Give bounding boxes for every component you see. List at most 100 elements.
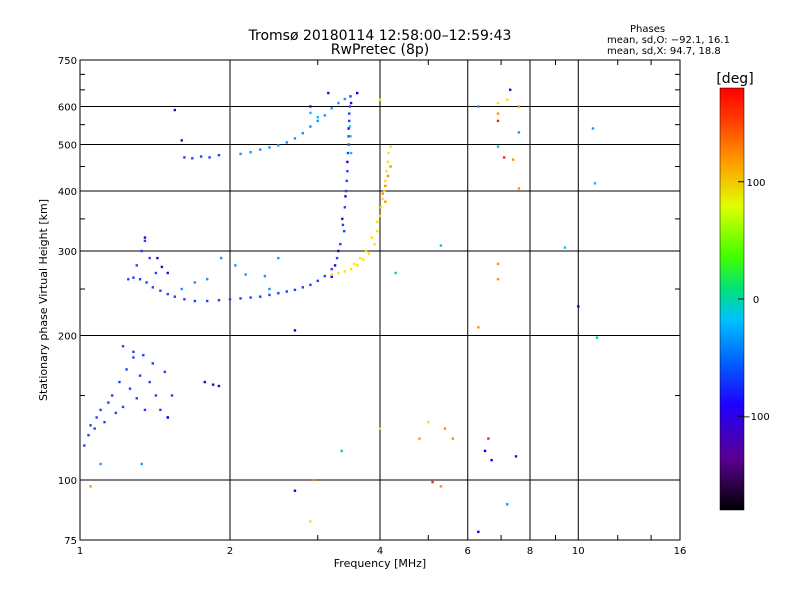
data-point <box>93 427 96 430</box>
data-point <box>341 223 345 227</box>
data-point <box>268 293 271 297</box>
plot-frame <box>79 59 681 541</box>
data-point <box>342 229 346 233</box>
data-point <box>496 119 500 123</box>
data-point <box>173 295 177 298</box>
data-point <box>373 242 376 246</box>
data-point <box>143 239 147 243</box>
data-point <box>154 271 158 275</box>
data-point <box>352 262 356 266</box>
data-point <box>208 156 211 159</box>
data-point <box>107 401 110 404</box>
data-point <box>367 252 371 256</box>
data-point <box>277 256 280 260</box>
data-point <box>293 329 297 332</box>
data-point <box>203 380 206 384</box>
data-point <box>217 298 221 302</box>
data-point <box>148 256 151 260</box>
data-point <box>517 105 521 108</box>
data-point <box>418 437 421 440</box>
data-point <box>121 405 125 409</box>
data-point <box>591 127 595 130</box>
x-tick-label: 16 <box>674 546 687 557</box>
data-point <box>327 91 330 95</box>
data-point <box>337 101 340 105</box>
colorbar-tick-label: 100 <box>746 178 765 189</box>
data-point <box>346 151 350 155</box>
data-point <box>180 139 183 142</box>
data-point <box>293 137 297 140</box>
data-point <box>389 165 392 168</box>
data-point <box>293 489 297 492</box>
data-point <box>316 279 319 283</box>
data-point <box>330 107 333 110</box>
y-tick-label: 400 <box>58 187 77 198</box>
data-point <box>386 160 390 164</box>
data-point <box>151 362 155 365</box>
data-point <box>99 462 102 466</box>
data-point <box>577 305 580 308</box>
data-point <box>355 91 359 95</box>
y-tick-label: 300 <box>58 247 77 258</box>
x-tick-label: 10 <box>572 546 585 557</box>
x-axis-label: Frequency [MHz] <box>334 557 426 570</box>
data-point <box>347 135 350 138</box>
data-point <box>173 108 177 112</box>
data-point <box>156 256 159 260</box>
data-point <box>394 271 397 275</box>
data-point <box>340 449 343 453</box>
data-point <box>259 148 262 151</box>
data-point <box>349 95 352 98</box>
data-point <box>249 296 252 299</box>
data-points <box>83 88 599 534</box>
data-point <box>132 356 135 359</box>
data-point <box>323 274 327 278</box>
data-point <box>89 485 92 488</box>
data-point <box>358 256 362 260</box>
data-point <box>349 151 353 155</box>
x-tick-label: 4 <box>377 546 383 557</box>
data-point <box>345 179 348 183</box>
data-point <box>249 150 252 154</box>
data-point <box>125 368 128 371</box>
data-point <box>154 394 158 397</box>
data-point <box>166 271 169 275</box>
data-point <box>364 249 368 253</box>
data-point <box>228 298 232 301</box>
data-point <box>339 242 342 246</box>
data-point <box>170 394 174 397</box>
data-point <box>143 236 147 239</box>
data-point <box>193 281 197 284</box>
data-point <box>309 520 312 523</box>
data-point <box>239 297 242 300</box>
data-point <box>383 189 386 193</box>
data-point <box>595 336 599 339</box>
data-point <box>381 192 384 195</box>
data-point <box>183 156 186 159</box>
data-point <box>346 160 349 164</box>
axis-ticks: 1 2 4 6 8 10 16 75 100 200 300 400 500 600 750 <box>58 56 686 557</box>
data-point <box>127 278 130 281</box>
chart-title: Tromsø 20180114 12:58:00–12:59:43 <box>248 28 512 44</box>
data-point <box>309 125 312 128</box>
data-point <box>166 292 169 296</box>
data-point <box>83 444 86 447</box>
data-point <box>316 119 319 123</box>
data-point <box>205 278 209 281</box>
data-point <box>348 105 352 108</box>
data-point <box>381 197 384 201</box>
data-point <box>135 397 138 400</box>
grid-lines <box>80 60 680 540</box>
data-point <box>505 98 509 101</box>
data-point <box>244 273 247 276</box>
data-point <box>140 249 143 253</box>
data-point <box>99 408 102 412</box>
stats-o-mode: mean, sd,O: −92.1, 16.1 <box>607 35 730 46</box>
data-point <box>346 169 349 173</box>
data-point <box>593 182 597 185</box>
data-point <box>348 112 351 115</box>
data-point <box>384 184 387 188</box>
data-point <box>384 200 387 203</box>
data-point <box>378 98 382 101</box>
